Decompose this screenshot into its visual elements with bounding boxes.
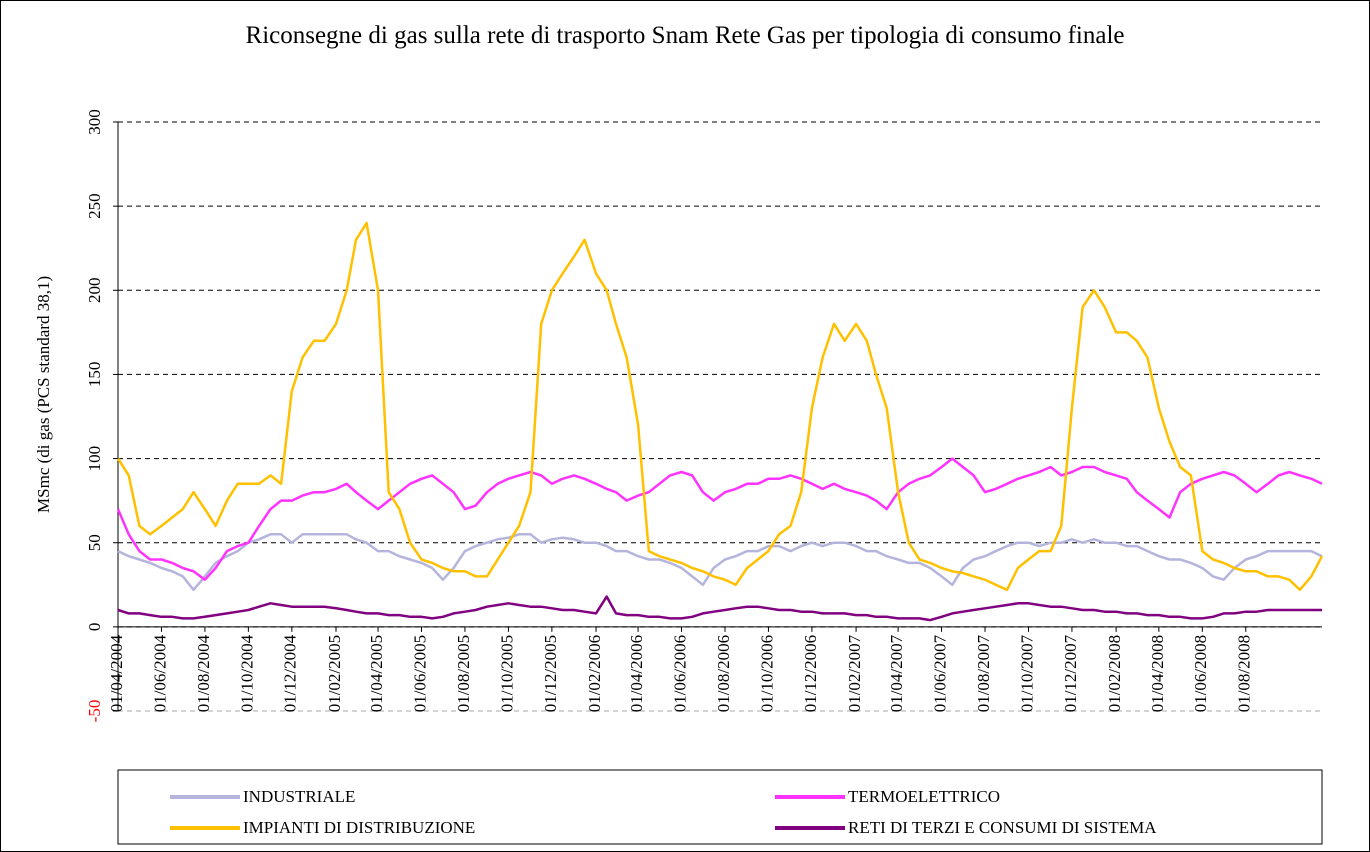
y-tick-label: 150 bbox=[85, 362, 104, 388]
x-tick-label: 01/08/2008 bbox=[1235, 635, 1254, 712]
legend-label: RETI DI TERZI E CONSUMI DI SISTEMA bbox=[848, 818, 1157, 837]
x-tick-label: 01/02/2008 bbox=[1105, 635, 1124, 712]
x-tick-label: 01/12/2004 bbox=[281, 634, 300, 712]
x-tick-label: 01/06/2006 bbox=[670, 635, 689, 712]
x-tick-label: 01/02/2006 bbox=[585, 635, 604, 712]
x-tick-label: 01/04/2006 bbox=[627, 635, 646, 712]
x-tick-label: 01/10/2007 bbox=[1017, 634, 1036, 712]
x-tick-label: 01/10/2005 bbox=[497, 635, 516, 712]
y-tick-label: 0 bbox=[85, 623, 104, 632]
series-line bbox=[116, 221, 1324, 592]
x-tick-label: 01/08/2007 bbox=[974, 634, 993, 712]
x-tick-label: 01/06/2007 bbox=[930, 634, 949, 712]
x-tick-label: 01/02/2007 bbox=[845, 634, 864, 712]
x-tick-label: 01/12/2005 bbox=[541, 635, 560, 712]
legend-box bbox=[117, 769, 1323, 845]
y-tick-label: 50 bbox=[85, 534, 104, 551]
x-tick-label: 01/10/2006 bbox=[757, 635, 776, 712]
y-axis-label: MSmc (di gas (PCS standard 38,1) bbox=[34, 276, 53, 513]
legend-label: INDUSTRIALE bbox=[243, 787, 355, 806]
x-tick-label: 01/04/2007 bbox=[887, 634, 906, 712]
x-tick-label: 01/06/2004 bbox=[150, 634, 169, 712]
y-tick-label: 300 bbox=[85, 109, 104, 135]
x-tick-label: 01/08/2005 bbox=[454, 635, 473, 712]
y-tick-label: 200 bbox=[85, 278, 104, 304]
x-tick-label: 01/12/2007 bbox=[1061, 634, 1080, 712]
x-tick-label: 01/04/2005 bbox=[367, 635, 386, 712]
x-tick-label: 01/08/2006 bbox=[714, 635, 733, 712]
x-tick-label: 01/06/2005 bbox=[410, 635, 429, 712]
x-tick-label: 01/08/2004 bbox=[194, 634, 213, 712]
y-tick-label: 100 bbox=[85, 446, 104, 472]
x-tick-label: 01/06/2008 bbox=[1191, 635, 1210, 712]
chart-title: Riconsegne di gas sulla rete di trasport… bbox=[245, 22, 1125, 49]
y-tick-label: -50 bbox=[85, 700, 104, 723]
series-line bbox=[117, 533, 1323, 592]
x-tick-label: 01/02/2005 bbox=[325, 635, 344, 712]
legend-label: TERMOELETTRICO bbox=[848, 787, 1000, 806]
x-tick-label: 01/12/2006 bbox=[801, 635, 820, 712]
x-tick-label: 01/10/2004 bbox=[237, 634, 256, 712]
series-line bbox=[117, 595, 1322, 622]
x-tick-label: 01/04/2008 bbox=[1148, 635, 1167, 712]
x-tick-label: 01/04/2004 bbox=[107, 634, 126, 712]
series-line bbox=[116, 457, 1323, 581]
y-tick-label: 250 bbox=[85, 193, 104, 219]
legend-label: IMPIANTI DI DISTRIBUZIONE bbox=[243, 818, 475, 837]
